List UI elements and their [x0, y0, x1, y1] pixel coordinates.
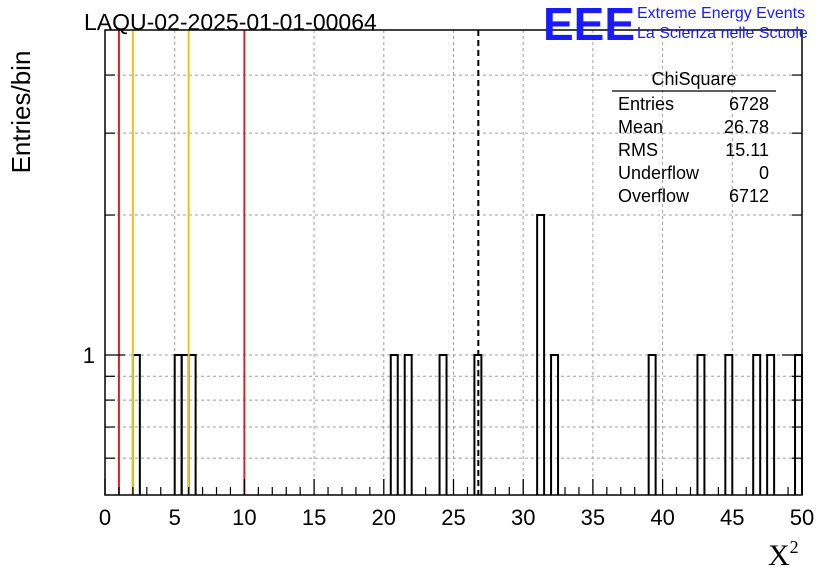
histogram-bin: [536, 214, 546, 495]
axis-ticks: [104, 74, 803, 495]
eee-logo-line2: La Scienza nelle Scuole: [637, 25, 808, 42]
x-axis-label-base: X: [768, 539, 790, 572]
stats-label-mean: Mean: [618, 117, 663, 137]
histogram-bin: [438, 354, 448, 495]
stats-box: ChiSquare Entries 6728 Mean 26.78 RMS 15…: [612, 69, 776, 206]
x-axis-label-superscript: 2: [790, 537, 799, 557]
histogram-bin: [766, 354, 776, 495]
x-tick-label: 10: [232, 505, 256, 530]
stats-label-overflow: Overflow: [618, 186, 690, 206]
x-axis-label: X2: [768, 537, 799, 572]
x-tick-label: 50: [790, 505, 814, 530]
eee-logo-letters: EEE: [543, 0, 635, 50]
stats-box-title: ChiSquare: [651, 69, 736, 89]
histogram-bin: [389, 354, 399, 495]
histogram-bin: [403, 354, 413, 495]
x-tick-labels: 0 5 10 15 20 25 30 35 40 45 50: [99, 505, 814, 530]
x-tick-label: 15: [302, 505, 326, 530]
y-axis-label: Entries/bin: [6, 51, 36, 174]
histogram-bin: [550, 354, 560, 495]
histogram-bin: [696, 354, 706, 495]
stats-value-rms: 15.11: [725, 140, 769, 160]
x-tick-label: 0: [99, 505, 111, 530]
stats-value-overflow: 6712: [729, 186, 769, 206]
x-tick-label: 25: [441, 505, 465, 530]
histogram-bin: [647, 354, 657, 495]
x-tick-label: 5: [169, 505, 181, 530]
stats-value-underflow: 0: [759, 163, 769, 183]
histogram-bin: [724, 354, 734, 495]
eee-logo: EEE Extreme Energy Events La Scienza nel…: [543, 0, 808, 50]
y-tick-label: 1: [83, 343, 95, 368]
x-tick-label: 45: [720, 505, 744, 530]
histogram-bin: [752, 354, 762, 495]
stats-label-rms: RMS: [618, 140, 658, 160]
x-tick-label: 40: [650, 505, 674, 530]
x-tick-label: 30: [511, 505, 535, 530]
x-tick-label: 20: [372, 505, 396, 530]
x-tick-label: 35: [581, 505, 605, 530]
y-tick-labels: 1: [83, 343, 95, 368]
grid: [105, 30, 802, 495]
eee-logo-line1: Extreme Energy Events: [637, 5, 805, 22]
stats-label-underflow: Underflow: [618, 163, 700, 183]
stats-value-mean: 26.78: [724, 117, 769, 137]
chart-title: LAQU-02-2025-01-01-00064: [84, 9, 377, 35]
stats-label-entries: Entries: [618, 94, 674, 114]
stats-value-entries: 6728: [729, 94, 769, 114]
vertical-reference-lines: [117, 30, 480, 495]
